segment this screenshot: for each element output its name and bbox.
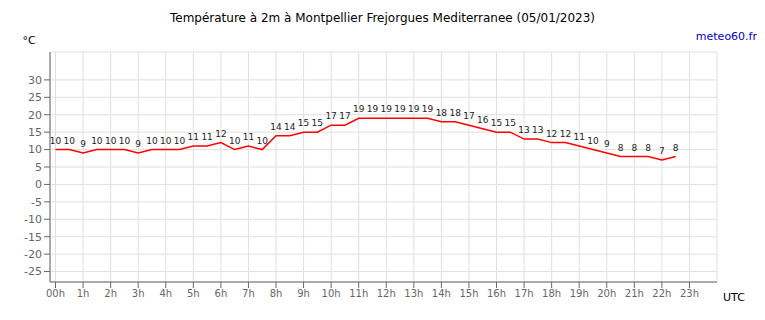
svg-text:10: 10 bbox=[587, 136, 599, 146]
svg-text:1h: 1h bbox=[77, 288, 90, 299]
svg-text:20h: 20h bbox=[597, 288, 616, 299]
svg-text:11: 11 bbox=[573, 132, 584, 142]
svg-text:14h: 14h bbox=[432, 288, 451, 299]
svg-text:12: 12 bbox=[546, 129, 557, 139]
svg-text:11h: 11h bbox=[349, 288, 368, 299]
svg-text:UTC: UTC bbox=[723, 291, 745, 304]
svg-text:-10: -10 bbox=[24, 213, 42, 226]
svg-text:18: 18 bbox=[436, 108, 448, 118]
svg-text:13: 13 bbox=[532, 125, 543, 135]
svg-text:10: 10 bbox=[28, 143, 42, 156]
svg-text:22h: 22h bbox=[652, 288, 671, 299]
svg-text:2h: 2h bbox=[104, 288, 117, 299]
svg-text:°C: °C bbox=[22, 34, 36, 47]
svg-text:15: 15 bbox=[28, 126, 42, 139]
svg-text:10: 10 bbox=[174, 136, 186, 146]
svg-text:10: 10 bbox=[64, 136, 76, 146]
svg-text:10: 10 bbox=[229, 136, 241, 146]
svg-text:17: 17 bbox=[463, 111, 474, 121]
svg-text:6h: 6h bbox=[215, 288, 228, 299]
svg-text:11: 11 bbox=[243, 132, 254, 142]
svg-text:13h: 13h bbox=[404, 288, 423, 299]
svg-text:00h: 00h bbox=[46, 288, 65, 299]
svg-text:5h: 5h bbox=[187, 288, 200, 299]
svg-text:9: 9 bbox=[80, 139, 86, 149]
svg-text:7h: 7h bbox=[242, 288, 255, 299]
svg-text:19: 19 bbox=[367, 104, 379, 114]
svg-text:8: 8 bbox=[673, 143, 679, 153]
svg-text:8: 8 bbox=[631, 143, 637, 153]
svg-text:8h: 8h bbox=[270, 288, 283, 299]
svg-text:12: 12 bbox=[215, 129, 226, 139]
svg-text:17: 17 bbox=[339, 111, 350, 121]
svg-text:17h: 17h bbox=[515, 288, 534, 299]
html-text:meteo60.fr: meteo60.fr bbox=[695, 30, 757, 43]
svg-text:15: 15 bbox=[312, 118, 323, 128]
svg-text:18h: 18h bbox=[542, 288, 561, 299]
svg-text:30: 30 bbox=[28, 74, 42, 87]
svg-text:0: 0 bbox=[35, 178, 42, 191]
svg-text:-25: -25 bbox=[24, 265, 42, 278]
svg-text:10h: 10h bbox=[322, 288, 341, 299]
svg-text:-15: -15 bbox=[24, 231, 42, 244]
svg-text:10: 10 bbox=[105, 136, 117, 146]
svg-text:12: 12 bbox=[560, 129, 571, 139]
svg-text:21h: 21h bbox=[625, 288, 644, 299]
svg-text:4h: 4h bbox=[159, 288, 172, 299]
svg-text:7: 7 bbox=[659, 146, 665, 156]
svg-text:19h: 19h bbox=[570, 288, 589, 299]
svg-text:10: 10 bbox=[91, 136, 103, 146]
svg-text:14: 14 bbox=[270, 122, 282, 132]
svg-text:9: 9 bbox=[604, 139, 610, 149]
svg-text:15: 15 bbox=[491, 118, 502, 128]
html-text:Température à 2m à Montpellier: Température à 2m à Montpellier Frejorgue… bbox=[170, 11, 595, 25]
svg-text:19: 19 bbox=[381, 104, 393, 114]
svg-text:9h: 9h bbox=[297, 288, 310, 299]
svg-text:17: 17 bbox=[325, 111, 336, 121]
svg-text:10: 10 bbox=[257, 136, 269, 146]
svg-text:14: 14 bbox=[284, 122, 296, 132]
svg-text:11: 11 bbox=[188, 132, 199, 142]
svg-text:-5: -5 bbox=[31, 196, 42, 209]
svg-text:10: 10 bbox=[146, 136, 158, 146]
svg-text:16h: 16h bbox=[487, 288, 506, 299]
svg-text:8: 8 bbox=[645, 143, 651, 153]
svg-text:19: 19 bbox=[394, 104, 406, 114]
svg-text:16: 16 bbox=[477, 115, 489, 125]
svg-text:13: 13 bbox=[518, 125, 529, 135]
svg-text:25: 25 bbox=[28, 91, 42, 104]
svg-text:11: 11 bbox=[201, 132, 212, 142]
svg-text:20: 20 bbox=[28, 109, 42, 122]
svg-text:15: 15 bbox=[298, 118, 309, 128]
svg-text:9: 9 bbox=[135, 139, 141, 149]
svg-text:10: 10 bbox=[160, 136, 172, 146]
svg-text:12h: 12h bbox=[377, 288, 396, 299]
svg-text:19: 19 bbox=[408, 104, 420, 114]
svg-text:10: 10 bbox=[50, 136, 62, 146]
svg-text:5: 5 bbox=[35, 161, 42, 174]
svg-text:10: 10 bbox=[119, 136, 131, 146]
svg-text:18: 18 bbox=[449, 108, 461, 118]
svg-text:-20: -20 bbox=[24, 248, 42, 261]
svg-text:15: 15 bbox=[505, 118, 516, 128]
svg-text:19: 19 bbox=[422, 104, 434, 114]
svg-text:23h: 23h bbox=[680, 288, 699, 299]
svg-text:19: 19 bbox=[353, 104, 365, 114]
svg-text:15h: 15h bbox=[459, 288, 478, 299]
svg-text:8: 8 bbox=[618, 143, 624, 153]
svg-text:3h: 3h bbox=[132, 288, 145, 299]
